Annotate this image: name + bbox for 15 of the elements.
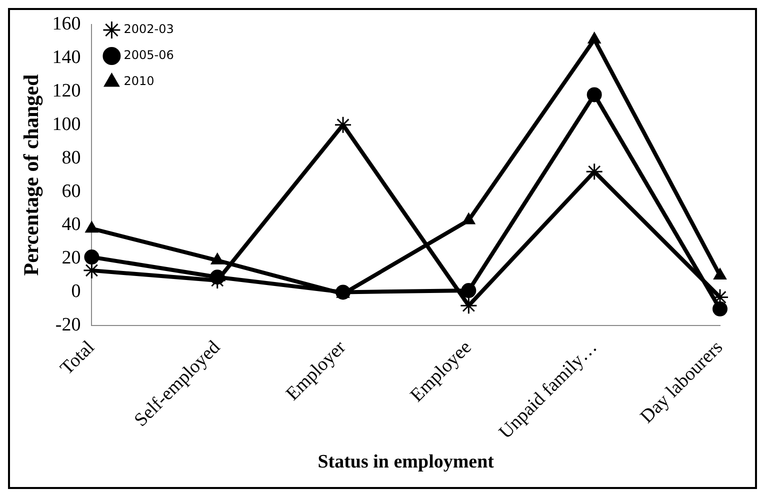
legend-label: 2010 bbox=[124, 74, 154, 88]
y-tick-label: -20 bbox=[55, 314, 81, 336]
y-tick-label: 80 bbox=[62, 147, 81, 168]
y-tick-label: 60 bbox=[62, 180, 81, 202]
y-axis-title: Percentage of changed bbox=[19, 74, 44, 276]
y-tick-label: 100 bbox=[52, 114, 81, 135]
legend-label: 2005-06 bbox=[124, 48, 174, 62]
y-tick-label: 20 bbox=[62, 248, 81, 269]
y-tick-label: 140 bbox=[52, 46, 81, 68]
x-axis-title: Status in employment bbox=[318, 452, 495, 473]
y-tick-label: 160 bbox=[52, 13, 81, 34]
y-tick-label: 0 bbox=[71, 281, 81, 302]
legend-label: 2002-03 bbox=[124, 22, 174, 36]
y-tick-label: 40 bbox=[62, 214, 81, 236]
y-tick-label: 120 bbox=[52, 80, 81, 102]
